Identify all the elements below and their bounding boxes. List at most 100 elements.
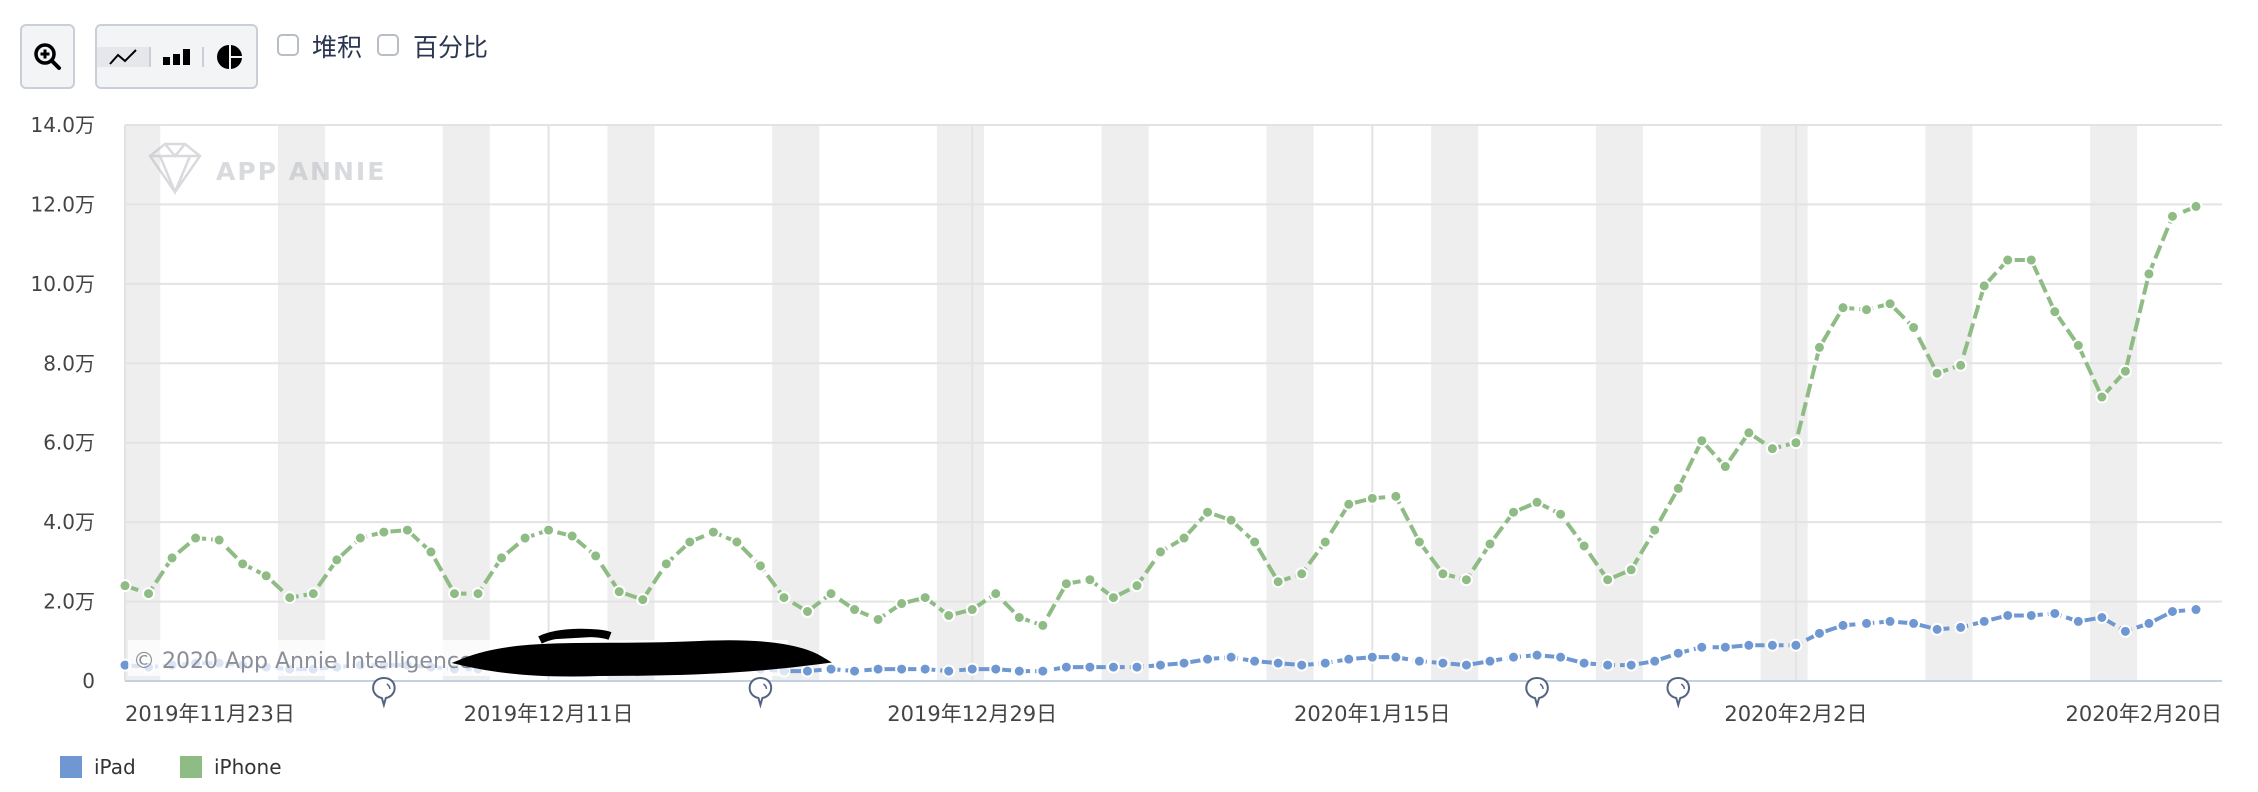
data-point-ipad xyxy=(1483,654,1497,668)
data-point-iphone xyxy=(353,531,367,545)
data-point-ipad xyxy=(1930,622,1944,636)
iphone-swatch xyxy=(180,756,202,778)
weekend-band xyxy=(2090,125,2138,681)
data-point-iphone xyxy=(1177,531,1191,545)
data-point-iphone xyxy=(495,551,509,565)
data-point-iphone xyxy=(1977,279,1991,293)
data-point-iphone xyxy=(1365,491,1379,505)
line-chart-button[interactable] xyxy=(97,46,151,67)
speech-bubble-tick xyxy=(1539,683,1544,690)
y-tick-label: 14.0万 xyxy=(30,113,95,137)
data-point-iphone xyxy=(1765,442,1779,456)
data-point-iphone xyxy=(589,549,603,563)
data-point-ipad xyxy=(1883,614,1897,628)
speech-bubble-icon xyxy=(372,676,396,709)
weekend-band xyxy=(1925,125,1973,681)
data-point-iphone xyxy=(1954,358,1968,372)
data-point-iphone xyxy=(259,569,273,583)
data-point-ipad xyxy=(1271,656,1285,670)
pie-chart-button[interactable] xyxy=(204,44,256,70)
zoom-button[interactable] xyxy=(20,24,75,89)
series-line-iphone xyxy=(124,204,2197,628)
y-tick-label: 8.0万 xyxy=(43,351,95,375)
stacked-checkbox[interactable] xyxy=(277,34,299,56)
event-marker-speech-bubble-icon[interactable] xyxy=(372,676,396,709)
bar-chart-icon xyxy=(162,48,190,65)
weekend-band xyxy=(125,125,161,681)
legend-item-iphone[interactable]: iPhone xyxy=(180,755,282,779)
data-point-ipad xyxy=(965,662,979,676)
data-point-ipad xyxy=(2118,624,2132,638)
data-point-ipad xyxy=(1389,650,1403,664)
y-tick-label: 10.0万 xyxy=(30,272,95,296)
data-point-ipad xyxy=(1577,656,1591,670)
data-point-iphone xyxy=(424,545,438,559)
data-point-iphone xyxy=(1836,301,1850,315)
percent-checkbox[interactable] xyxy=(377,34,399,56)
speech-bubble-tick xyxy=(1680,683,1685,690)
y-tick-label: 0 xyxy=(82,669,95,693)
data-point-ipad xyxy=(1789,638,1803,652)
data-point-iphone xyxy=(1318,535,1332,549)
data-point-iphone xyxy=(1106,591,1120,605)
data-point-iphone xyxy=(212,533,226,547)
y-tick-label: 4.0万 xyxy=(43,510,95,534)
data-point-iphone xyxy=(1389,489,1403,503)
data-point-ipad xyxy=(1836,618,1850,632)
legend-item-ipad[interactable]: iPad xyxy=(60,755,136,779)
data-point-iphone xyxy=(1624,563,1638,577)
data-point-iphone xyxy=(1648,523,1662,537)
data-point-ipad xyxy=(1154,658,1167,672)
data-point-iphone xyxy=(542,523,556,537)
speech-bubble-icon xyxy=(1666,676,1690,709)
percent-label: 百分比 xyxy=(413,33,489,62)
data-point-iphone xyxy=(1295,567,1309,581)
x-tick-label: 2020年2月2日 xyxy=(1724,702,1867,726)
data-point-iphone xyxy=(1507,505,1521,519)
data-point-ipad xyxy=(2001,608,2015,622)
data-point-iphone xyxy=(142,587,156,601)
data-point-ipad xyxy=(1742,638,1756,652)
data-point-iphone xyxy=(824,587,838,601)
weekend-band xyxy=(1266,125,1314,681)
data-point-iphone xyxy=(565,529,579,543)
data-point-iphone xyxy=(1059,577,1073,591)
data-point-iphone xyxy=(2095,390,2109,404)
data-point-iphone xyxy=(918,591,932,605)
data-point-iphone xyxy=(989,587,1003,601)
watermark-logo-text: APP ANNIE xyxy=(216,157,386,186)
data-point-ipad xyxy=(2095,610,2109,624)
data-point-ipad xyxy=(2071,614,2085,628)
data-point-ipad xyxy=(1365,650,1379,664)
data-point-ipad xyxy=(1648,654,1662,668)
data-point-iphone xyxy=(659,557,673,571)
data-point-iphone xyxy=(2165,209,2179,223)
data-point-ipad xyxy=(2024,608,2038,622)
data-point-iphone xyxy=(1271,575,1285,589)
data-point-ipad xyxy=(2165,605,2179,618)
data-point-ipad xyxy=(1554,650,1568,664)
data-point-iphone xyxy=(306,587,320,601)
event-marker-speech-bubble-icon[interactable] xyxy=(1666,676,1690,709)
data-point-iphone xyxy=(1601,573,1615,587)
data-point-iphone xyxy=(800,605,814,618)
data-point-iphone xyxy=(165,551,179,565)
event-marker-speech-bubble-icon[interactable] xyxy=(1525,676,1549,709)
chart-type-group xyxy=(95,24,258,89)
data-point-iphone xyxy=(1577,539,1591,553)
weekend-band xyxy=(1595,125,1643,681)
data-point-iphone xyxy=(706,525,720,539)
x-tick-label: 2019年11月23日 xyxy=(125,702,295,726)
data-point-iphone xyxy=(2142,267,2156,281)
data-point-iphone xyxy=(730,535,744,549)
data-point-iphone xyxy=(1671,481,1685,495)
redaction-scribble xyxy=(451,628,832,677)
bar-chart-button[interactable] xyxy=(151,46,205,67)
app-annie-watermark: APP ANNIE xyxy=(148,142,386,196)
data-point-iphone xyxy=(1718,460,1732,474)
data-point-iphone xyxy=(777,591,791,605)
data-point-ipad xyxy=(1765,638,1779,652)
data-point-ipad xyxy=(2142,616,2156,630)
data-point-iphone xyxy=(1907,321,1921,335)
event-marker-speech-bubble-icon[interactable] xyxy=(748,676,773,709)
